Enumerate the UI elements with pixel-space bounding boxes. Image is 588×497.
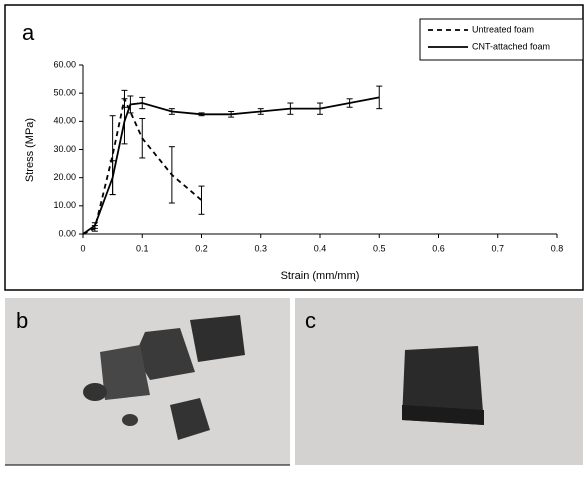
- y-tick-label: 10.00: [53, 200, 76, 210]
- x-tick-label: 0.7: [491, 243, 504, 253]
- photo-b: b: [5, 298, 290, 465]
- x-tick-label: 0.5: [373, 243, 386, 253]
- x-tick-label: 0.4: [314, 243, 327, 253]
- x-tick-label: 0.6: [432, 243, 445, 253]
- photo-c: c: [295, 298, 583, 465]
- y-tick-label: 20.00: [53, 172, 76, 182]
- panel-label: b: [16, 308, 28, 333]
- x-tick-label: 0.8: [551, 243, 564, 253]
- y-tick-label: 30.00: [53, 144, 76, 154]
- photo-background: [5, 298, 290, 465]
- figure: a Strain (mm/mm) Stress (MPa) b c 0.00 10…: [0, 0, 588, 492]
- legend-label: Untreated foam: [472, 24, 534, 34]
- page: {"chart_data": {"type": "line", "panel_l…: [0, 0, 588, 492]
- panel-label: a: [22, 20, 35, 45]
- debris: [122, 414, 138, 426]
- x-axis-title: Strain (mm/mm): [281, 270, 360, 282]
- y-tick-label: 60.00: [53, 59, 76, 69]
- x-tick-label: 0.3: [254, 243, 267, 253]
- panel-label: c: [305, 308, 316, 333]
- x-tick-label: 0.2: [195, 243, 208, 253]
- debris: [83, 383, 107, 401]
- legend-label: CNT-attached foam: [472, 41, 550, 51]
- y-tick-label: 0.00: [58, 228, 76, 238]
- x-tick-label: 0: [80, 243, 85, 253]
- x-tick-label: 0.1: [136, 243, 149, 253]
- y-tick-label: 40.00: [53, 116, 76, 126]
- debris: [190, 315, 245, 362]
- y-tick-label: 50.00: [53, 88, 76, 98]
- y-axis-title: Stress (MPa): [24, 118, 36, 182]
